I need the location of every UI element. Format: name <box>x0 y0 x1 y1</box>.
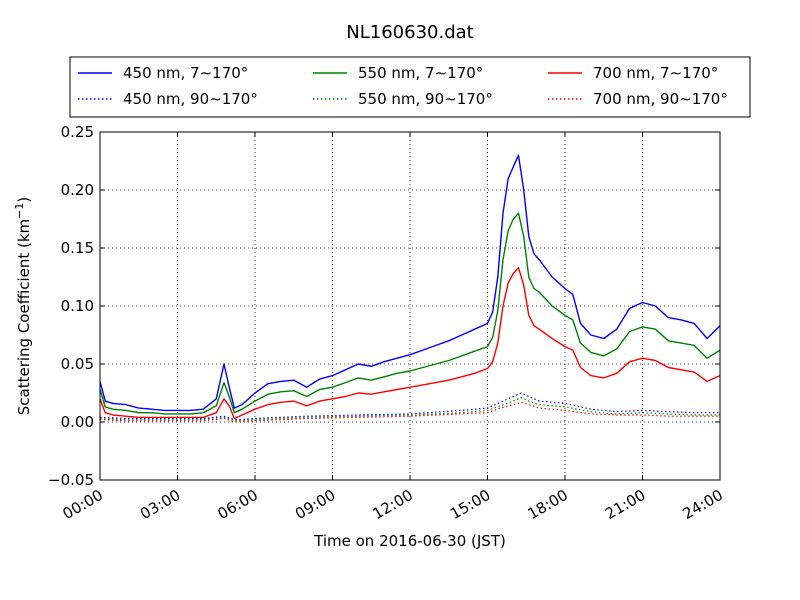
legend-label: 700 nm, 7∼170° <box>593 64 718 82</box>
x-tick-label: 06:00 <box>215 486 261 523</box>
y-tick-label: 0.05 <box>61 355 94 373</box>
axis-ticks <box>99 131 721 481</box>
y-axis-label-close: ) <box>15 197 33 203</box>
series-line <box>99 267 721 420</box>
legend-label: 450 nm, 90∼170° <box>123 90 258 108</box>
x-tick-label: 03:00 <box>137 486 183 523</box>
y-tick-label: 0.00 <box>61 413 94 431</box>
y-axis-label-main: Scattering Coefficient (km <box>15 219 33 415</box>
x-tick-label: 21:00 <box>602 486 648 523</box>
grid-lines <box>100 132 720 480</box>
y-tick-label: 0.25 <box>61 123 94 141</box>
series-layer <box>99 154 721 423</box>
y-axis-label-superscript: −1 <box>13 203 26 219</box>
x-axis-label: Time on 2016-06-30 (JST) <box>313 532 506 550</box>
legend-label: 700 nm, 90∼170° <box>593 90 728 108</box>
x-tick-labels: 00:00 03:00 06:00 09:00 12:00 15:00 18:00 21:00… <box>60 486 726 523</box>
series-line <box>99 397 720 422</box>
series-line <box>99 392 720 421</box>
legend-label: 450 nm, 7∼170° <box>123 64 248 82</box>
y-tick-label: −0.05 <box>48 471 94 489</box>
y-tick-label: 0.20 <box>61 181 94 199</box>
x-tick-label: 09:00 <box>292 486 338 523</box>
legend-frame <box>69 56 751 118</box>
legend-label: 550 nm, 90∼170° <box>358 90 493 108</box>
x-tick-label: 15:00 <box>447 486 493 523</box>
legend-label: 550 nm, 7∼170° <box>358 64 483 82</box>
series-line <box>99 212 721 415</box>
x-tick-label: 24:00 <box>680 486 726 523</box>
chart-legend: 450 nm, 7∼170° 450 nm, 90∼170° 550 nm, 7∼1… <box>69 56 751 118</box>
x-tick-label: 18:00 <box>525 486 571 523</box>
y-tick-labels: −0.05 0.00 0.05 0.10 0.15 0.20 0.25 <box>48 123 94 489</box>
series-line <box>99 401 720 423</box>
y-tick-label: 0.15 <box>61 239 94 257</box>
y-axis-label: Scattering Coefficient (km−1) <box>13 197 33 416</box>
x-tick-label: 00:00 <box>60 486 106 523</box>
y-tick-label: 0.10 <box>61 297 94 315</box>
series-line <box>99 154 721 412</box>
chart-title: NL160630.dat <box>346 22 473 43</box>
x-tick-label: 12:00 <box>370 486 416 523</box>
